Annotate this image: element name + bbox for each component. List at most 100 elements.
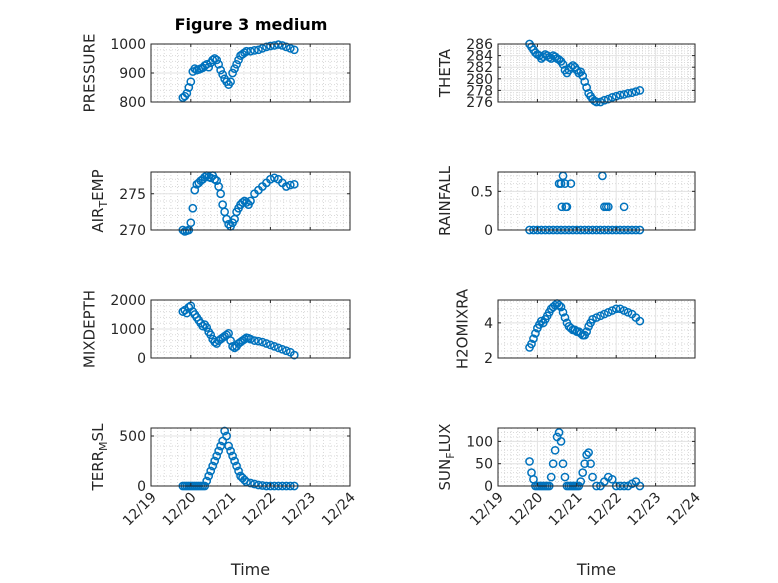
data-point: [619, 90, 629, 99]
data-point: [230, 456, 239, 466]
data-point: [190, 185, 200, 195]
data-point: [289, 350, 299, 360]
data-point: [230, 64, 239, 74]
data-point: [220, 426, 229, 436]
y-axis-label-main: SUN: [436, 459, 454, 491]
minor-grid: [151, 171, 350, 231]
data-point: [226, 446, 235, 456]
data-point: [631, 87, 641, 96]
data-point: [550, 300, 560, 310]
y-tick-label: 2: [484, 351, 493, 367]
y-tick-label: 270: [119, 223, 146, 239]
data-point: [212, 55, 222, 65]
plot-area: [498, 172, 695, 230]
data-point: [558, 307, 568, 317]
figure-title: Figure 3 medium: [175, 15, 328, 34]
data-point: [277, 41, 287, 50]
minor-grid: [498, 300, 695, 359]
data-point: [556, 437, 566, 446]
data-point: [246, 334, 255, 344]
data-point: [216, 65, 225, 75]
data-points: [525, 299, 645, 352]
data-point: [557, 202, 567, 212]
minor-grid: [498, 172, 695, 231]
data-point: [242, 46, 251, 56]
data-point: [212, 176, 222, 186]
y-axis-label-main: AIR: [89, 208, 107, 233]
axes-box: [497, 427, 696, 487]
data-point: [216, 189, 225, 199]
data-point: [224, 219, 233, 229]
data-point: [635, 86, 645, 95]
subplot-air-temp: 270 275 AIRTEMP: [89, 169, 351, 239]
data-point: [635, 316, 645, 326]
data-point: [527, 339, 536, 349]
y-axis-label: THETA: [436, 48, 454, 98]
data-point: [240, 48, 249, 58]
data-point: [576, 67, 586, 77]
x-axis-label: Time: [576, 560, 616, 579]
data-point: [184, 83, 194, 92]
data-point: [240, 334, 249, 344]
y-tick-label: 0: [484, 479, 493, 495]
data-point: [246, 196, 255, 206]
y-axis-label-main: THETA: [436, 48, 454, 98]
subplot-pressure: 800 900 1000 PRESSURE: [81, 34, 351, 113]
data-point: [206, 466, 216, 476]
data-point: [232, 59, 241, 69]
data-point: [281, 42, 291, 52]
data-point: [548, 459, 558, 469]
data-point: [274, 40, 283, 49]
data-point: [600, 95, 609, 105]
data-point: [224, 441, 233, 451]
data-point: [228, 451, 237, 461]
data-point: [200, 172, 210, 182]
data-points: [178, 171, 299, 236]
data-point: [266, 41, 275, 51]
y-axis-label-tail: LUX: [436, 424, 454, 453]
data-point: [584, 448, 593, 457]
data-point: [254, 480, 263, 490]
y-axis-label: TERRMSL: [89, 423, 110, 492]
data-point: [204, 62, 214, 72]
y-axis-label-tail: SL: [89, 423, 107, 442]
data-point: [607, 93, 617, 102]
data-point: [226, 77, 235, 87]
plot-area: [498, 300, 695, 358]
data-point: [234, 55, 243, 65]
y-tick-label: 1000: [110, 37, 146, 53]
data-point: [615, 90, 625, 100]
data-point: [578, 468, 588, 477]
data-point: [266, 174, 275, 184]
y-tick-label: 2000: [110, 293, 146, 309]
data-point: [182, 308, 192, 318]
y-axis-label-subscript: T: [97, 201, 110, 209]
data-point: [178, 307, 188, 316]
data-point: [558, 59, 568, 69]
data-point: [274, 343, 283, 353]
data-point: [266, 340, 275, 350]
data-point: [182, 88, 192, 98]
y-axis-label-main: PRESSURE: [81, 34, 99, 113]
data-point: [623, 88, 633, 98]
plot-area: [498, 44, 695, 102]
data-point: [611, 304, 621, 314]
data-point: [627, 88, 637, 98]
y-tick-label: 278: [466, 83, 493, 99]
axes-box: [497, 171, 696, 231]
data-point: [285, 180, 295, 190]
data-point: [198, 321, 208, 331]
subplot-h2omixra: 2 4 H2OMIXRA: [453, 288, 696, 369]
data-point: [222, 431, 231, 441]
data-point: [250, 46, 259, 55]
y-axis-label-subscript: F: [444, 452, 457, 458]
y-axis-label: H2OMIXRA: [453, 288, 471, 369]
data-point: [214, 59, 224, 69]
axes-box: [497, 299, 696, 359]
axes-box: [150, 171, 351, 231]
data-point: [560, 472, 570, 482]
y-tick-label: 0: [484, 223, 493, 239]
data-point: [289, 179, 299, 189]
